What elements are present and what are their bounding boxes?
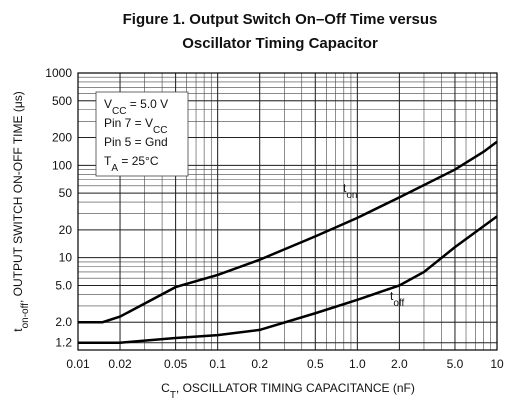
y-tick-label: 5.0 — [55, 278, 72, 292]
text-part: = 25°C — [118, 154, 159, 168]
annotation: Pin 5 = Gnd — [104, 135, 168, 149]
x-tick-label: 0.5 — [307, 357, 324, 371]
x-tick-label: 0.1 — [209, 357, 226, 371]
x-tick-label: 0.2 — [251, 357, 268, 371]
chart-title: Oscillator Timing Capacitor — [182, 35, 378, 52]
y-tick-label: 200 — [52, 131, 72, 145]
text-part: V — [104, 97, 112, 111]
legend-label: toff — [390, 289, 405, 309]
y-tick-label: 10 — [59, 251, 73, 265]
y-tick-label: 50 — [59, 186, 73, 200]
subscript: A — [111, 163, 118, 174]
y-tick-label: 20 — [59, 223, 73, 237]
y-tick-label: 1000 — [45, 66, 72, 80]
subscript: CC — [153, 125, 167, 136]
subscript: T — [170, 390, 176, 401]
text-part: , OUTPUT SWITCH ON-OFF TIME (μs) — [11, 91, 25, 303]
y-axis-label: ton-off, OUTPUT SWITCH ON-OFF TIME (μs) — [11, 91, 31, 332]
plot-frame — [77, 72, 498, 351]
text-part: t — [343, 181, 347, 195]
text-part: t — [11, 328, 25, 332]
annotation: TA = 25°C — [104, 154, 159, 174]
annotation-box — [95, 91, 189, 177]
text-part: , OSCILLATOR TIMING CAPACITANCE (nF) — [176, 381, 415, 395]
y-tick-label: 100 — [52, 158, 72, 172]
text-part: Pin 5 = Gnd — [104, 135, 168, 149]
text-part: C — [161, 381, 170, 395]
annotation: VCC = 5.0 V — [104, 97, 168, 117]
y-tick-label: 1.2 — [55, 336, 72, 350]
x-tick-label: 10 — [490, 357, 504, 371]
legend-label: ton — [343, 181, 357, 201]
x-tick-label: 0.02 — [108, 357, 132, 371]
subscript: off — [393, 298, 404, 309]
subscript: CC — [112, 106, 126, 117]
line-series — [78, 140, 498, 324]
chart-title: Figure 1. Output Switch On–Off Time vers… — [123, 11, 438, 28]
text-part: t — [390, 289, 394, 303]
annotation: Pin 7 = VCC — [104, 116, 167, 136]
text-part: T — [104, 154, 112, 168]
x-tick-label: 5.0 — [447, 357, 464, 371]
x-tick-label: 1.0 — [349, 357, 366, 371]
text-part: = 5.0 V — [126, 97, 168, 111]
y-tick-label: 500 — [52, 94, 72, 108]
subscript: on — [346, 190, 357, 201]
subscript: on-off — [20, 303, 31, 329]
y-tick-label: 2.0 — [55, 315, 72, 329]
x-tick-label: 0.05 — [164, 357, 188, 371]
x-tick-label: 2.0 — [391, 357, 408, 371]
x-axis-label: CT, OSCILLATOR TIMING CAPACITANCE (nF) — [161, 381, 415, 401]
text-part: Pin 7 = V — [104, 116, 153, 130]
line-series — [78, 215, 498, 344]
x-tick-label: 0.01 — [66, 357, 90, 371]
